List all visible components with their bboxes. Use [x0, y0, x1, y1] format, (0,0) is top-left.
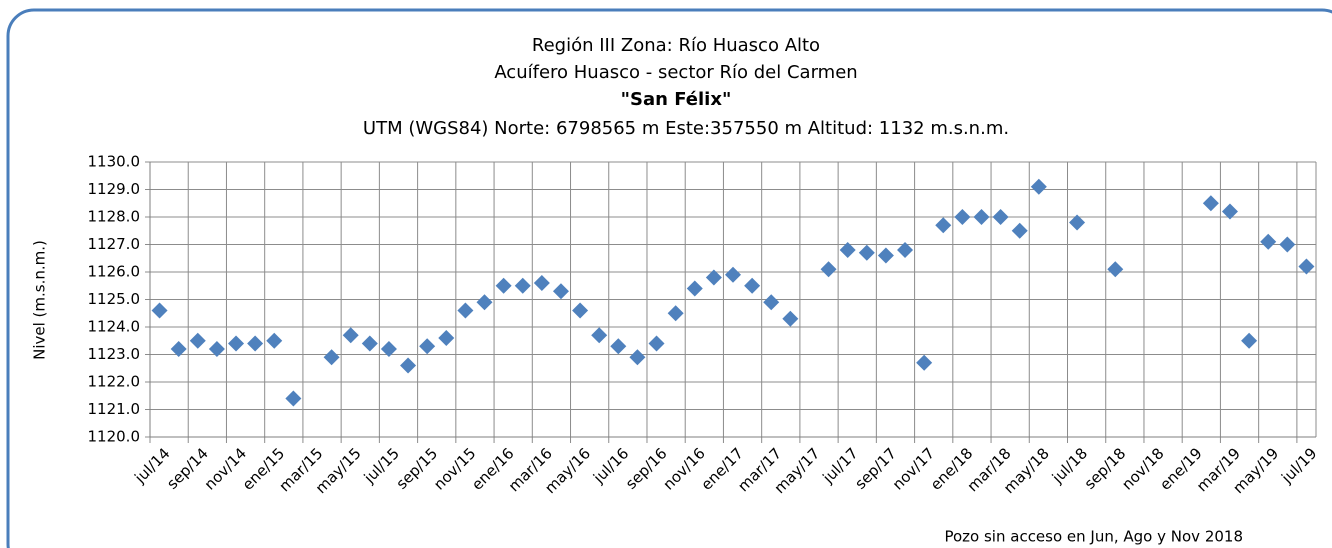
annotation: Pozo sin acceso en Jun, Ago y Nov 2018 [944, 528, 1243, 546]
point [189, 332, 206, 349]
point [1030, 178, 1047, 195]
point [1202, 195, 1219, 212]
frame [6, 8, 1332, 548]
point [361, 335, 378, 352]
point [400, 357, 417, 374]
chart-subtitle: Acuífero Huasco - sector Río del Carmen [494, 62, 857, 83]
point [629, 349, 646, 366]
point [916, 354, 933, 371]
point [1279, 236, 1296, 253]
point [533, 275, 550, 291]
point [572, 302, 589, 319]
y-tick-label: 1120.0 [88, 428, 141, 446]
point [342, 327, 359, 344]
point [1298, 258, 1315, 275]
point [457, 302, 474, 319]
point [992, 209, 1009, 225]
point [1260, 233, 1277, 250]
point [973, 209, 990, 225]
point [438, 330, 455, 346]
point [208, 341, 225, 357]
y-tick-label: 1122.0 [88, 373, 141, 391]
x-tick-label: jul/19 [1277, 444, 1320, 487]
point [419, 338, 436, 355]
y-tick-label: 1126.0 [88, 263, 141, 281]
point [839, 242, 856, 258]
y-tick-label: 1125.0 [88, 290, 141, 308]
point [591, 327, 608, 344]
chart-title: Región III Zona: Río Huasco Alto [532, 35, 820, 56]
point [782, 310, 799, 327]
point [648, 335, 665, 352]
point [285, 390, 302, 407]
point [1069, 214, 1086, 231]
point [725, 266, 741, 283]
y-tick-label: 1127.0 [88, 235, 141, 253]
point [514, 277, 531, 294]
point [151, 302, 168, 319]
point [1107, 261, 1124, 278]
point [552, 283, 569, 300]
point [858, 244, 875, 261]
y-tick-label: 1123.0 [88, 345, 141, 363]
well-name: "San Félix" [621, 89, 732, 110]
point [247, 335, 264, 352]
point [495, 277, 512, 294]
point [170, 341, 187, 357]
point [897, 242, 914, 258]
point [1011, 222, 1028, 239]
point [954, 209, 971, 225]
y-tick-label: 1121.0 [88, 400, 141, 418]
point [686, 280, 703, 297]
y-tick-label: 1129.0 [88, 180, 141, 198]
point [667, 305, 684, 322]
point [935, 217, 952, 234]
location: UTM (WGS84) Norte: 6798565 m Este:357550… [363, 118, 1009, 139]
y-axis-label: Nivel (m.s.n.m.) [31, 240, 49, 360]
point [763, 294, 780, 311]
point [228, 335, 245, 352]
point [266, 332, 283, 349]
point [744, 277, 761, 294]
y-tick-label: 1124.0 [88, 318, 141, 336]
point [380, 341, 397, 357]
y-tick-label: 1130.0 [88, 153, 141, 171]
point [877, 247, 894, 264]
point [820, 261, 837, 278]
point [1221, 203, 1238, 220]
point [610, 338, 627, 355]
point [1241, 332, 1258, 349]
point [323, 349, 340, 366]
point [705, 269, 722, 286]
point [476, 294, 493, 311]
y-tick-label: 1128.0 [88, 208, 141, 226]
